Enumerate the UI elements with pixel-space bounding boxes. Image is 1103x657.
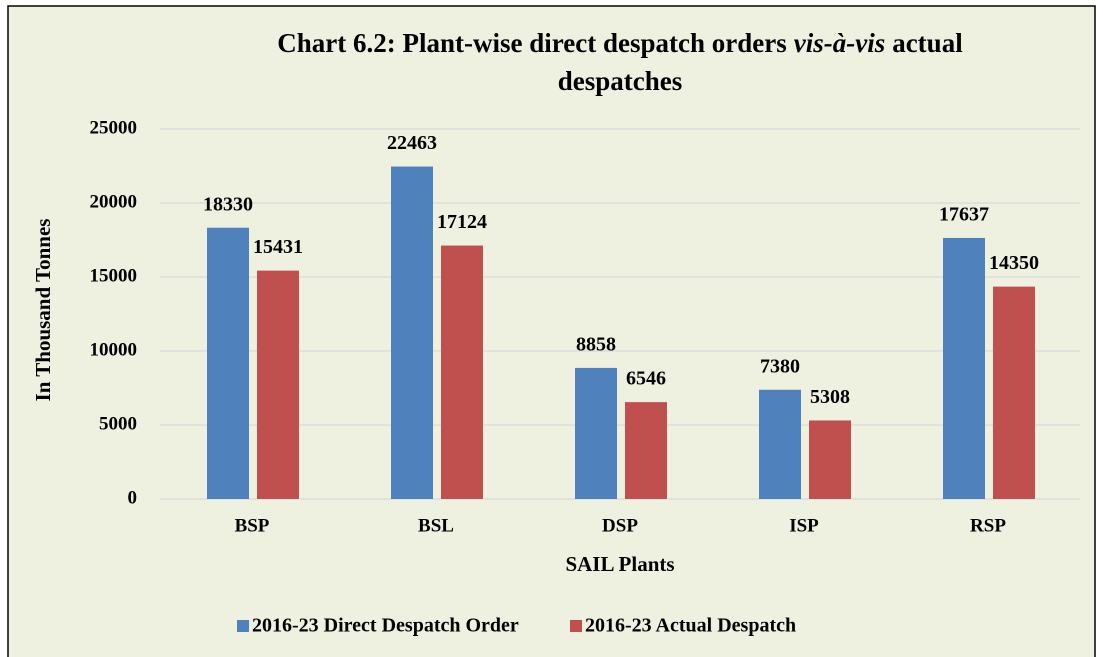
value-label: 7380 [760,355,800,377]
bar [993,286,1035,499]
bar [207,227,249,499]
bar [391,166,433,499]
y-tick-label: 15000 [90,265,138,286]
value-label: 6546 [626,368,666,390]
bar [625,402,667,499]
value-label: 5308 [810,386,850,408]
value-label: 15431 [253,236,303,258]
bar [441,245,483,499]
title-run: actual [892,28,963,58]
value-label: 14350 [989,252,1039,274]
y-tick-label: 10000 [90,339,138,360]
title-run: vis-à-vis [794,28,885,58]
x-tick-label: BSL [418,515,454,536]
x-tick-label: RSP [970,515,1006,536]
value-label: 8858 [576,333,616,355]
bar [257,270,299,499]
y-tick-label: 0 [128,487,138,508]
y-tick-label: 5000 [99,413,137,434]
chart-title: despatches [558,66,683,96]
legend-label: 2016-23 Actual Despatch [585,615,796,637]
y-tick-label: 20000 [90,191,138,212]
legend-swatch [570,620,582,632]
title-run: despatches [558,66,683,96]
x-axis-label: SAIL Plants [565,552,674,576]
title-run: Chart 6.2: Plant-wise direct despatch or… [277,28,786,58]
bar [759,389,801,499]
bar [809,420,851,499]
value-label: 18330 [203,193,253,215]
y-tick-label: 25000 [90,117,138,138]
chart-title: Chart 6.2: Plant-wise direct despatch or… [277,28,963,58]
chart-background [7,5,1096,657]
x-tick-label: DSP [602,515,638,536]
value-label: 22463 [387,132,437,154]
value-label: 17124 [437,211,487,233]
legend-swatch [237,620,249,632]
bar [943,237,985,499]
x-tick-label: ISP [789,515,819,536]
y-axis-label: In Thousand Tonnes [31,219,55,402]
x-tick-label: BSP [235,515,270,536]
bar [575,367,617,499]
legend-label: 2016-23 Direct Despatch Order [252,615,519,637]
value-label: 17637 [939,204,989,226]
